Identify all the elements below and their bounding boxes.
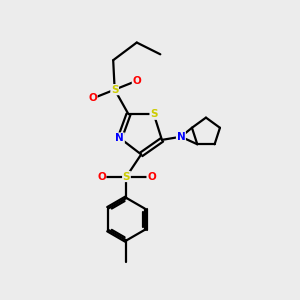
Text: N: N xyxy=(176,132,185,142)
Text: S: S xyxy=(150,109,158,119)
Text: O: O xyxy=(88,94,97,103)
Text: O: O xyxy=(97,172,106,182)
Text: S: S xyxy=(111,85,118,94)
Text: S: S xyxy=(123,172,130,182)
Text: O: O xyxy=(147,172,156,182)
Text: O: O xyxy=(132,76,141,86)
Text: N: N xyxy=(116,133,124,143)
